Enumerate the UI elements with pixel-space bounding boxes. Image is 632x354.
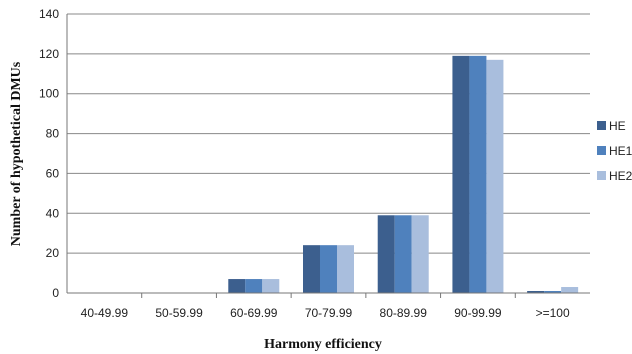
legend-label: HE2 bbox=[609, 169, 632, 183]
bar-he1-3 bbox=[320, 245, 337, 293]
legend-label: HE1 bbox=[609, 144, 632, 158]
x-tick-label: 50-59.99 bbox=[155, 306, 203, 320]
y-axis-title: Number of hypothetical DMUs bbox=[9, 61, 24, 246]
legend-label: HE bbox=[609, 119, 626, 133]
x-tick-label: >=100 bbox=[536, 306, 570, 320]
y-tick-label: 80 bbox=[46, 127, 60, 141]
bar-he1-6 bbox=[544, 291, 562, 293]
legend-swatch bbox=[597, 171, 606, 180]
legend: HE HE1 HE2 bbox=[597, 119, 632, 183]
bar-he-6 bbox=[527, 291, 545, 293]
bar-he1-2 bbox=[245, 279, 263, 293]
y-tick-label: 120 bbox=[39, 47, 59, 61]
legend-swatch bbox=[597, 121, 606, 130]
x-tick-labels: 40-49.99 50-59.99 60-69.99 70-79.99 80-89.99… bbox=[81, 306, 570, 320]
y-tick-label: 100 bbox=[39, 87, 59, 101]
y-tick-label: 0 bbox=[52, 286, 59, 300]
y-tick-label: 60 bbox=[46, 166, 60, 180]
bar-he2-5 bbox=[486, 59, 504, 294]
bar-he2-6 bbox=[561, 287, 579, 293]
x-tick-label: 60-69.99 bbox=[230, 306, 278, 320]
bars bbox=[228, 55, 579, 294]
bar-he-5 bbox=[452, 55, 470, 293]
bar-he1-5 bbox=[469, 55, 487, 293]
bar-he2-3 bbox=[337, 245, 354, 293]
y-tick-label: 20 bbox=[46, 246, 60, 260]
bar-he-2 bbox=[228, 279, 246, 293]
bar-he2-2 bbox=[262, 279, 280, 293]
bar-he1-4 bbox=[394, 215, 412, 293]
bar-he-4 bbox=[377, 215, 395, 293]
x-tick-label: 90-99.99 bbox=[454, 306, 502, 320]
y-tick-label: 40 bbox=[46, 206, 60, 220]
y-tick-label: 140 bbox=[39, 7, 59, 21]
x-tick-label: 80-89.99 bbox=[380, 306, 428, 320]
bar-he2-4 bbox=[411, 215, 429, 293]
bar-he-3 bbox=[303, 245, 320, 293]
y-tick-labels: 0 20 40 60 80 100 120 140 bbox=[39, 7, 59, 300]
gridlines bbox=[67, 13, 590, 254]
axes bbox=[66, 14, 590, 298]
x-tick-label: 70-79.99 bbox=[305, 306, 353, 320]
x-tick-label: 40-49.99 bbox=[81, 306, 129, 320]
legend-swatch bbox=[597, 146, 606, 155]
x-axis-title: Harmony efficiency bbox=[264, 337, 382, 352]
